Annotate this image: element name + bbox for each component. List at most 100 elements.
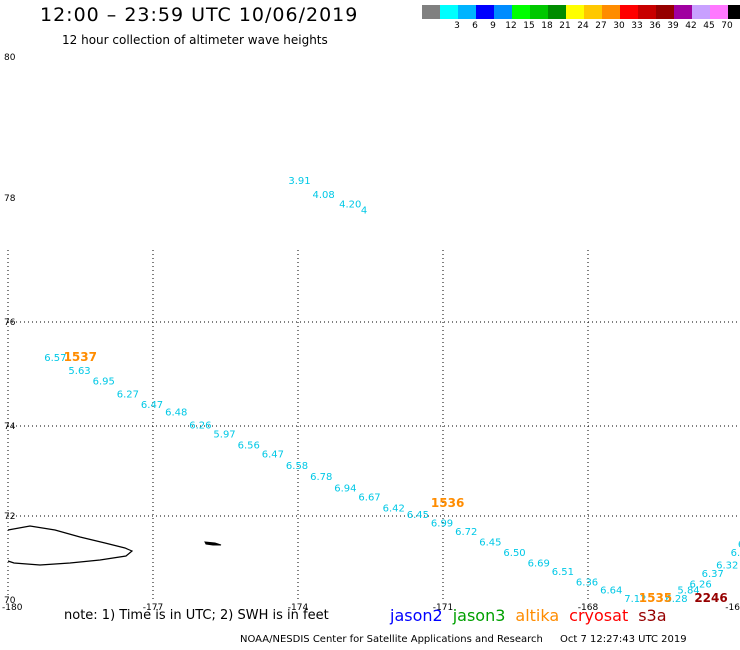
legend-entry-s3a: s3a <box>638 606 667 625</box>
color-swatch <box>458 5 476 19</box>
axis-labels: 80 78 76 74 72 70-180 -177 -174 -171 -168 -16 <box>2 53 740 613</box>
map-title: 12:00 – 23:59 UTC 10/06/2019 <box>40 4 359 26</box>
color-swatch <box>548 5 566 19</box>
color-swatch <box>692 5 710 19</box>
color-swatch <box>710 5 728 19</box>
color-scale-label: 70 <box>721 21 733 31</box>
color-swatch <box>638 5 656 19</box>
wave-height-value: 4 <box>361 206 367 217</box>
color-swatch <box>620 5 638 19</box>
color-scale-label: 21 <box>559 21 571 31</box>
color-scale-label: 30 <box>613 21 625 31</box>
wave-height-value: 6.72 <box>455 527 477 538</box>
color-scale-label: 42 <box>685 21 697 31</box>
map-grid <box>7 250 740 600</box>
wave-height-value: 5.84 <box>677 586 699 597</box>
island-outline <box>204 541 222 546</box>
color-swatch <box>566 5 584 19</box>
wave-height-value: 6.78 <box>310 472 332 483</box>
wave-height-value: 4.08 <box>313 190 335 201</box>
satellite-legend: jason2 jason3 altika cryosat s3a <box>390 606 677 625</box>
pass-time-label: 2246 <box>694 591 727 605</box>
color-swatch <box>674 5 692 19</box>
wave-height-value: 6 <box>738 540 740 551</box>
color-swatch <box>422 5 440 19</box>
wave-height-track: 3.914.084.2046.575.636.956.276.476.486.2… <box>44 176 740 605</box>
color-swatch <box>656 5 674 19</box>
wave-height-value: 6.95 <box>93 376 115 387</box>
credit-text: NOAA/NESDIS Center for Satellite Applica… <box>240 634 543 645</box>
map-subtitle: 12 hour collection of altimeter wave hei… <box>62 33 328 47</box>
wave-height-value: 6.36 <box>576 577 598 588</box>
wave-height-value: 6.47 <box>141 400 163 411</box>
pass-time-label: 1535 <box>639 591 672 605</box>
wave-height-value: 6.47 <box>262 450 284 461</box>
wave-height-value: 6.69 <box>528 558 550 569</box>
map-footer: NOAA/NESDIS Center for Satellite Applica… <box>240 634 687 645</box>
color-swatch <box>602 5 620 19</box>
wave-height-value: 6.99 <box>431 519 453 530</box>
wave-height-value: 6.45 <box>479 537 501 548</box>
color-swatch <box>530 5 548 19</box>
wave-height-value: 6.26 <box>690 579 712 590</box>
wave-height-value: 6.48 <box>165 408 187 419</box>
latitude-label: 70 <box>4 596 16 606</box>
longitude-label: -180 <box>2 603 23 613</box>
wave-height-value: 7.12 <box>624 594 646 605</box>
wave-height-value: 6.28 <box>665 594 687 605</box>
wave-height-value: 6.50 <box>503 548 525 559</box>
color-swatch <box>494 5 512 19</box>
color-scale-label: 9 <box>490 21 496 31</box>
color-scale-label: 33 <box>631 21 643 31</box>
wave-height-value: 6.85 <box>731 548 740 559</box>
color-scale-label: 6 <box>472 21 478 31</box>
wave-height-value: 6.64 <box>600 586 622 597</box>
color-swatch <box>728 5 740 19</box>
wave-height-value: 6.58 <box>286 461 308 472</box>
latitude-label: 72 <box>4 512 15 522</box>
wave-height-value: 6.51 <box>552 567 574 578</box>
wave-height-value: 3.91 <box>288 176 310 187</box>
wave-height-value: 6.32 <box>716 561 738 572</box>
longitude-label: -171 <box>433 603 453 613</box>
latitude-label: 76 <box>4 318 16 328</box>
pass-time-label: 1536 <box>431 496 464 510</box>
wave-height-value: 6.57 <box>44 353 66 364</box>
color-scale-label: 27 <box>595 21 607 31</box>
latitude-label: 78 <box>4 194 16 204</box>
wave-height-value: 5.97 <box>213 429 235 440</box>
color-scale-label: 39 <box>667 21 679 31</box>
color-swatch <box>512 5 530 19</box>
color-scale-label: 36 <box>649 21 661 31</box>
pass-time-labels: 1537 1536 1535 2246 <box>64 350 728 605</box>
color-scale-label: 45 <box>703 21 715 31</box>
wave-height-value: 6.27 <box>117 389 139 400</box>
color-swatch <box>584 5 602 19</box>
wave-height-value: 6.94 <box>334 483 356 494</box>
coastline <box>7 525 222 566</box>
wave-height-value: 6.26 <box>189 420 211 431</box>
color-swatch <box>440 5 458 19</box>
longitude-label: -174 <box>288 603 309 613</box>
latitude-label: 80 <box>4 53 16 63</box>
longitude-label: -16 <box>725 603 740 613</box>
legend-entry-jason3: jason3 <box>452 606 506 625</box>
wave-height-value: 6.67 <box>358 492 380 503</box>
wave-height-color-scale <box>422 5 740 19</box>
wave-height-value: 6.42 <box>383 504 405 515</box>
legend-entry-jason2: jason2 <box>390 606 443 625</box>
generation-timestamp: Oct 7 12:27:43 UTC 2019 <box>560 634 687 645</box>
legend-entry-cryosat: cryosat <box>569 606 629 625</box>
wave-height-value: 6.45 <box>407 510 429 521</box>
legend-entry-altika: altika <box>515 606 560 625</box>
latitude-label: 74 <box>4 422 16 432</box>
wave-height-value: 4.20 <box>339 199 361 210</box>
color-scale-label: 3 <box>454 21 460 31</box>
color-scale-label: 18 <box>541 21 553 31</box>
landmass-outline <box>7 525 134 566</box>
longitude-label: -177 <box>143 603 163 613</box>
color-swatch <box>476 5 494 19</box>
wave-height-value: 5.63 <box>68 366 90 377</box>
